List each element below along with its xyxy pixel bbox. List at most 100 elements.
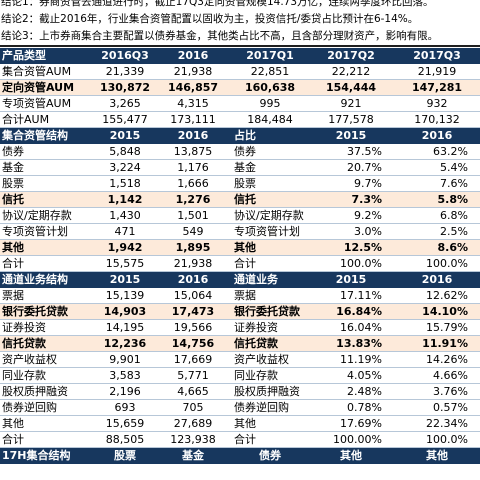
row-label: 其他 [2,417,24,430]
value-cell: 4,315 [177,97,209,110]
share-2015: 37.5% [347,145,382,158]
header-cell: 2016 [177,49,209,62]
value-2015: 693 [114,401,136,414]
share-label: 基金 [234,161,256,174]
value-2015: 3,224 [109,161,141,174]
value-cell: 170,132 [414,113,460,126]
share-label: 银行委托贷款 [234,305,300,318]
table-row: 集合资管AUM 21,339 21,938 22,851 22,212 21,919 [0,64,480,80]
share-label: 资产收益权 [234,353,289,366]
value-cell: 146,857 [167,81,219,94]
table-row: 合计AUM 155,477 173,111 184,484 177,578 170,132 [0,112,480,128]
share-label: 债券逆回购 [234,401,289,414]
value-2015: 3,583 [109,369,141,382]
row-label: 定向资管AUM [2,81,75,94]
row-label: 其他 [2,241,24,254]
share-2016: 5.4% [440,161,468,174]
conclusions-block: 结论1：券商资管去通道进行时，截止17Q3定向资管规模14.73万亿，连续两季度… [0,0,480,45]
share-2016: 3.76% [433,385,468,398]
value-2016: 4,665 [177,385,209,398]
share-2016: 100.0% [426,433,468,446]
table-row: 基金 3,224 1,176 基金 20.7% 5.4% [0,160,480,176]
header-cell: 通道业务结构 [2,273,68,286]
row-label: 债券 [2,145,24,158]
header-cell: 债券 [259,449,281,462]
share-label: 股权质押融资 [234,385,300,398]
row-label: 信托贷款 [2,337,46,350]
value-2016: 14,756 [171,337,215,350]
header-cell: 其他 [340,449,362,462]
value-cell: 173,111 [170,113,216,126]
row-label: 银行委托贷款 [2,305,68,318]
header-cell: 2015 [335,129,367,142]
share-label: 专项资管计划 [234,225,300,238]
table-row: 股票 1,518 1,666 股票 9.7% 7.6% [0,176,480,192]
header-cell: 2017Q3 [413,49,461,62]
table-row: 专项资管AUM 3,265 4,315 995 921 932 [0,96,480,112]
table-row: 证券投资 14,195 19,566 证券投资 16.04% 15.79% [0,320,480,336]
value-cell: 130,872 [99,81,151,94]
share-2015: 17.69% [340,417,382,430]
value-2015: 5,848 [109,145,141,158]
share-2016: 7.6% [440,177,468,190]
header-cell: 2016 [177,129,209,142]
value-2016: 1,176 [177,161,209,174]
value-2016: 15,064 [173,289,213,302]
header-cell: 股票 [114,449,136,462]
share-2016: 15.79% [426,321,468,334]
table-row: 债券逆回购 693 705 债券逆回购 0.78% 0.57% [0,400,480,416]
share-2015: 17.11% [340,289,382,302]
table-row: 专项资管计划 471 549 专项资管计划 3.0% 2.5% [0,224,480,240]
share-label: 信托贷款 [234,337,278,350]
data-table: 产品类型 2016Q3 2016 2017Q1 2017Q2 2017Q3 集合… [0,48,480,464]
value-2016: 123,938 [170,433,216,446]
value-2015: 14,903 [103,305,147,318]
value-2016: 5,771 [177,369,209,382]
share-2016: 5.8% [437,193,468,206]
share-label: 债券 [234,145,256,158]
value-2015: 15,575 [105,257,145,270]
value-2016: 1,276 [175,193,211,206]
table-row: 合计 15,575 21,938 合计 100.0% 100.0% [0,256,480,272]
share-2015: 100.0% [340,257,382,270]
table-row: 债券 5,848 13,875 债券 37.5% 63.2% [0,144,480,160]
row-label: 专项资管计划 [2,225,68,238]
aum-header-row: 产品类型 2016Q3 2016 2017Q1 2017Q2 2017Q3 [0,48,480,64]
header-cell: 2017Q1 [246,49,294,62]
table-row: 信托贷款 12,236 14,756 信托贷款 13.83% 11.91% [0,336,480,352]
value-2016: 1,895 [175,241,211,254]
row-label: 同业存款 [2,369,46,382]
header-cell: 2016 [177,273,209,286]
share-label: 其他 [234,417,256,430]
value-2015: 1,942 [107,241,143,254]
share-2016: 11.91% [422,337,468,350]
header-cell: 其他 [426,449,448,462]
share-2016: 100.0% [426,257,468,270]
value-cell: 21,339 [105,65,145,78]
row-label: 专项资管AUM [2,97,72,110]
share-label: 票据 [234,289,256,302]
value-cell: 995 [259,97,281,110]
row-label: 合计 [2,433,24,446]
share-label: 股票 [234,177,256,190]
header-cell: 占比 [234,129,256,142]
share-2015: 7.3% [351,193,382,206]
row-label: 资产收益权 [2,353,57,366]
row-label: 证券投资 [2,321,46,334]
share-2015: 13.83% [336,337,382,350]
header-cell: 2016 [421,129,453,142]
share-label: 其他 [234,241,256,254]
row-label: 信托 [2,193,24,206]
bottom-partial-header-row: 17H集合结构 股票 基金 债券 其他 其他 [0,448,480,464]
value-cell: 921 [340,97,362,110]
channel-header-row: 通道业务结构 2015 2016 通道业务 2015 2016 [0,272,480,288]
table-row: 定向资管AUM 130,872 146,857 160,638 154,444 147,2… [0,80,480,96]
share-2015: 3.0% [354,225,382,238]
divider [0,45,480,47]
share-label: 同业存款 [234,369,278,382]
share-2016: 2.5% [440,225,468,238]
value-cell: 21,919 [417,65,457,78]
share-2015: 11.19% [340,353,382,366]
value-2015: 12,236 [103,337,147,350]
